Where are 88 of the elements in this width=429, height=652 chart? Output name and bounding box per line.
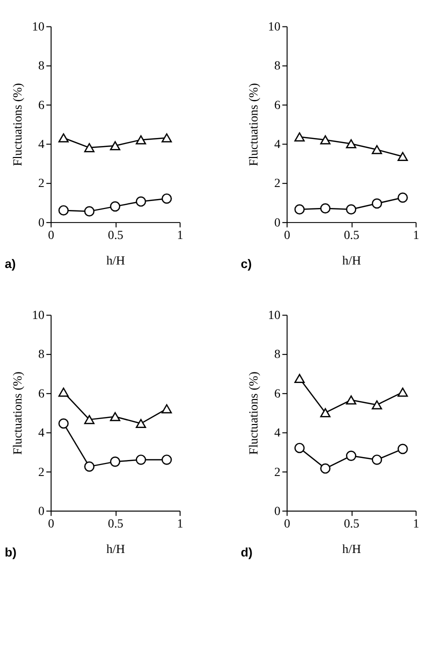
y-tick-label: 4 (274, 426, 282, 440)
y-tick-label: 6 (274, 98, 280, 112)
point (162, 454, 172, 465)
y-tick-label: 0 (274, 504, 280, 518)
y-tick-label: 0 (38, 215, 44, 230)
text: b) (4, 546, 16, 560)
y-tick-label: 10 (268, 308, 280, 322)
x-tick-label: 0.5 (108, 516, 124, 530)
x-tick-label: 1 (177, 516, 184, 530)
y-tick-label: 2 (274, 464, 280, 479)
y-axis-title: Fluctuations (%) (246, 83, 260, 166)
y-tick-label: 6 (274, 386, 280, 400)
y-axis-title: Fluctuations (%) (10, 372, 24, 455)
y-tick-label: 8 (38, 58, 44, 73)
y-tick-label: 6 (38, 386, 44, 400)
point (84, 415, 94, 424)
point (110, 456, 120, 467)
y-tick-label: 4 (274, 137, 282, 152)
text: c) (240, 256, 252, 271)
point (136, 196, 146, 207)
point (162, 404, 172, 414)
x-tick-label: 1 (413, 516, 420, 530)
y-tick-label: 2 (274, 176, 280, 190)
point (398, 192, 408, 203)
point (320, 135, 330, 144)
y-tick-label: 6 (38, 98, 44, 112)
point (372, 198, 382, 209)
x-tick-label: 0 (284, 228, 290, 242)
y-axis-title: Fluctuations (%) (246, 372, 260, 455)
point (84, 143, 94, 152)
y-tick-label: 0 (274, 215, 280, 230)
point (346, 204, 356, 215)
x-tick-label: 1 (177, 228, 184, 242)
point (162, 133, 172, 142)
y-tick-label: 8 (274, 347, 280, 362)
y-tick-label: 4 (38, 426, 46, 440)
point (372, 145, 382, 154)
y-tick-label: 10 (32, 20, 44, 34)
y-tick-label: 8 (274, 58, 280, 73)
y-tick-label: 10 (268, 20, 280, 34)
point (320, 203, 330, 214)
y-axis-title: Fluctuations (%) (10, 83, 24, 166)
x-tick-label: 0 (48, 228, 54, 242)
point (346, 450, 356, 461)
point (110, 201, 120, 212)
y-tick-label: 4 (38, 137, 46, 152)
x-tick-label: 0.5 (108, 228, 124, 242)
point (136, 454, 146, 465)
point (58, 418, 69, 429)
point (294, 442, 305, 454)
text: d) (240, 546, 252, 560)
x-tick-label: 0 (284, 516, 290, 530)
y-tick-label: 2 (38, 464, 44, 479)
point (84, 461, 94, 472)
x-tick-label: 0.5 (344, 516, 360, 530)
point (346, 395, 356, 405)
point (58, 388, 69, 397)
y-tick-label: 10 (32, 308, 44, 322)
point (110, 141, 120, 150)
point (320, 408, 330, 418)
point (136, 418, 146, 428)
point (398, 388, 408, 397)
y-tick-label: 0 (38, 504, 44, 518)
y-tick-label: 2 (38, 176, 44, 190)
x-axis-title: h/H (106, 254, 125, 268)
point (162, 193, 172, 204)
point (320, 463, 330, 474)
text: a) (4, 256, 16, 271)
point (372, 400, 382, 410)
x-tick-label: 0.5 (344, 228, 360, 242)
point (84, 206, 94, 216)
point (294, 374, 305, 383)
x-axis-title: h/H (342, 254, 361, 268)
point (294, 204, 305, 215)
point (346, 139, 356, 148)
x-axis-title: h/H (106, 542, 125, 556)
point (136, 135, 146, 144)
point (110, 412, 120, 422)
point (398, 152, 408, 162)
y-tick-label: 8 (38, 347, 44, 362)
x-tick-label: 0 (48, 516, 54, 530)
x-axis-title: h/H (342, 542, 361, 556)
point (372, 454, 382, 465)
point (398, 444, 408, 454)
point (294, 132, 305, 142)
point (58, 205, 69, 216)
point (58, 133, 69, 142)
x-tick-label: 1 (413, 228, 420, 242)
